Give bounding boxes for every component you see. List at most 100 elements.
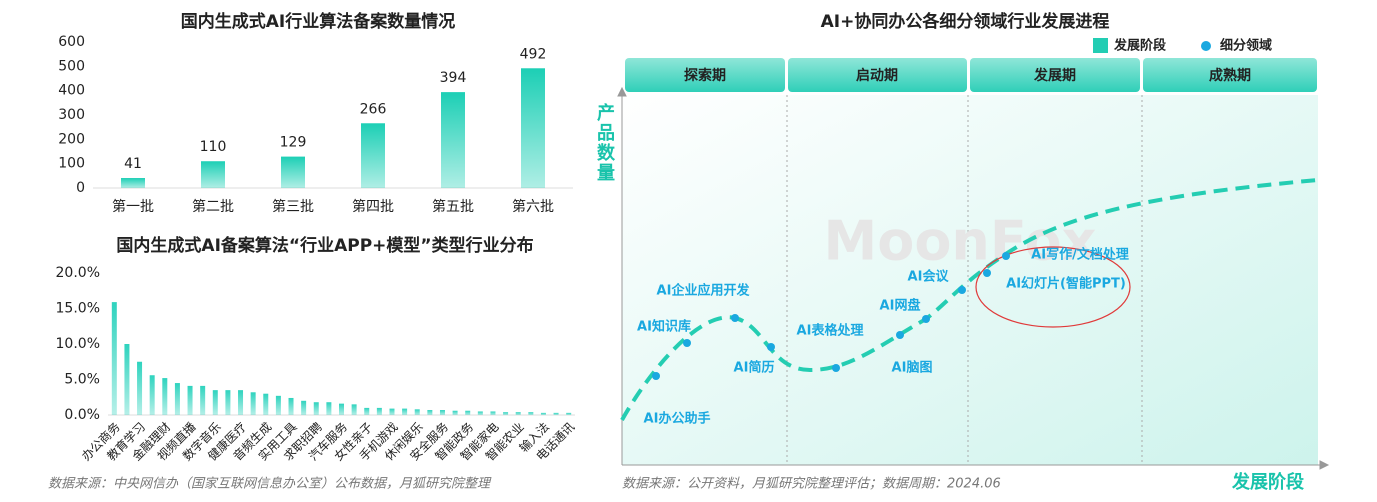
point-label: AI写作/文档处理 [1031, 247, 1129, 263]
bar [361, 123, 385, 188]
x-tick-label: 第六批 [512, 198, 554, 215]
x-tick-label: 第二批 [192, 198, 234, 215]
stage-label: 探索期 [684, 67, 726, 84]
bar [439, 410, 445, 415]
stage-label: 启动期 [856, 67, 898, 84]
arrow [617, 86, 627, 97]
bar [326, 402, 332, 415]
bar [364, 407, 370, 415]
bar [149, 375, 155, 415]
bar [402, 408, 408, 415]
bar [238, 390, 244, 415]
y-tick-label: 15.0% [56, 301, 100, 317]
bar [174, 383, 180, 415]
bar [225, 390, 231, 415]
point [731, 314, 739, 322]
bar [121, 178, 145, 188]
bar [540, 412, 546, 415]
point [958, 286, 966, 294]
chart-title: 国内生成式AI备案算法“行业APP+模型”类型行业分布 [116, 235, 533, 256]
x-tick-label: 第三批 [272, 198, 314, 215]
x-tick-label: 第一批 [112, 198, 154, 215]
source: 数据来源：公开资料，月狐研究院整理评估；数据周期：2024.06 [622, 476, 1001, 492]
bar [441, 92, 465, 188]
point [896, 331, 904, 339]
bar [521, 68, 545, 188]
bar [427, 410, 433, 415]
data-label: 110 [200, 139, 227, 155]
highlight [975, 246, 1131, 328]
bar [515, 412, 521, 415]
x-axis-label: 发展阶段 [1231, 471, 1305, 493]
bar [301, 400, 307, 415]
stage-box [625, 58, 785, 92]
point-label: AI知识库 [637, 319, 691, 335]
legend-label: 细分领域 [1220, 38, 1272, 54]
data-label: 129 [280, 135, 307, 151]
curve [620, 178, 1319, 421]
bar [465, 410, 471, 415]
x-tick-label: 第四批 [352, 198, 394, 215]
bar [503, 412, 509, 415]
bar [389, 408, 395, 415]
point-label: AI网盘 [880, 298, 921, 314]
bar [111, 302, 117, 415]
bar [490, 411, 496, 415]
y-tick-label: 500 [58, 58, 85, 74]
watermark: MoonFox [823, 210, 1096, 273]
bar [414, 409, 420, 415]
data-label: 394 [440, 70, 467, 86]
legend-swatch [1093, 38, 1108, 53]
y-tick-label: 300 [58, 107, 85, 123]
bar [376, 407, 382, 415]
stage-box [788, 58, 967, 92]
point-label: AI简历 [734, 360, 775, 376]
y-tick-label: 20.0% [56, 265, 100, 281]
point [683, 339, 691, 347]
y-tick-label: 600 [58, 34, 85, 50]
bar [201, 161, 225, 188]
y-tick-label: 100 [58, 156, 85, 172]
bar [162, 378, 168, 415]
point-label: AI办公助手 [644, 411, 711, 427]
diagram: AI+协同办公各细分领域行业发展进程 发展阶段 细分领域 探索期 启动期 发展期… [594, 11, 1330, 493]
legend-dot [1201, 41, 1211, 51]
y-tick-label: 200 [58, 131, 85, 147]
point [767, 343, 775, 351]
bar [313, 402, 319, 415]
bar [288, 397, 294, 415]
legend-label: 发展阶段 [1113, 38, 1166, 54]
y-axis-label: 产品数量 [594, 102, 615, 183]
bar [351, 404, 357, 415]
bar [477, 411, 483, 415]
bar [281, 156, 305, 188]
bar [137, 361, 143, 415]
bar [124, 344, 130, 415]
diagram-title: AI+协同办公各细分领域行业发展进程 [821, 11, 1110, 32]
bar [452, 410, 458, 415]
point-label: AI幻灯片(智能PPT) [1006, 276, 1126, 292]
point-label: AI脑图 [892, 360, 933, 376]
chart-title: 国内生成式AI行业算法备案数量情况 [181, 11, 455, 32]
bar [263, 393, 269, 415]
bar [187, 385, 193, 415]
x-tick-label: 第五批 [432, 198, 474, 215]
point-label: AI会议 [908, 269, 950, 285]
point [983, 269, 991, 277]
bar [339, 403, 344, 415]
point [922, 315, 930, 323]
bar [566, 412, 572, 415]
y-tick-label: 0 [76, 180, 85, 196]
point [652, 372, 660, 380]
y-tick-label: 0.0% [64, 407, 100, 423]
bar [553, 412, 559, 415]
y-tick-label: 400 [58, 83, 85, 99]
bar [275, 395, 281, 415]
point-label: AI表格处理 [797, 323, 864, 339]
bar [250, 392, 256, 415]
bar [528, 412, 534, 415]
stage-label: 成熟期 [1209, 67, 1251, 84]
point-label: AI企业应用开发 [657, 283, 751, 299]
data-label: 492 [520, 46, 547, 62]
arrow [1319, 460, 1330, 470]
